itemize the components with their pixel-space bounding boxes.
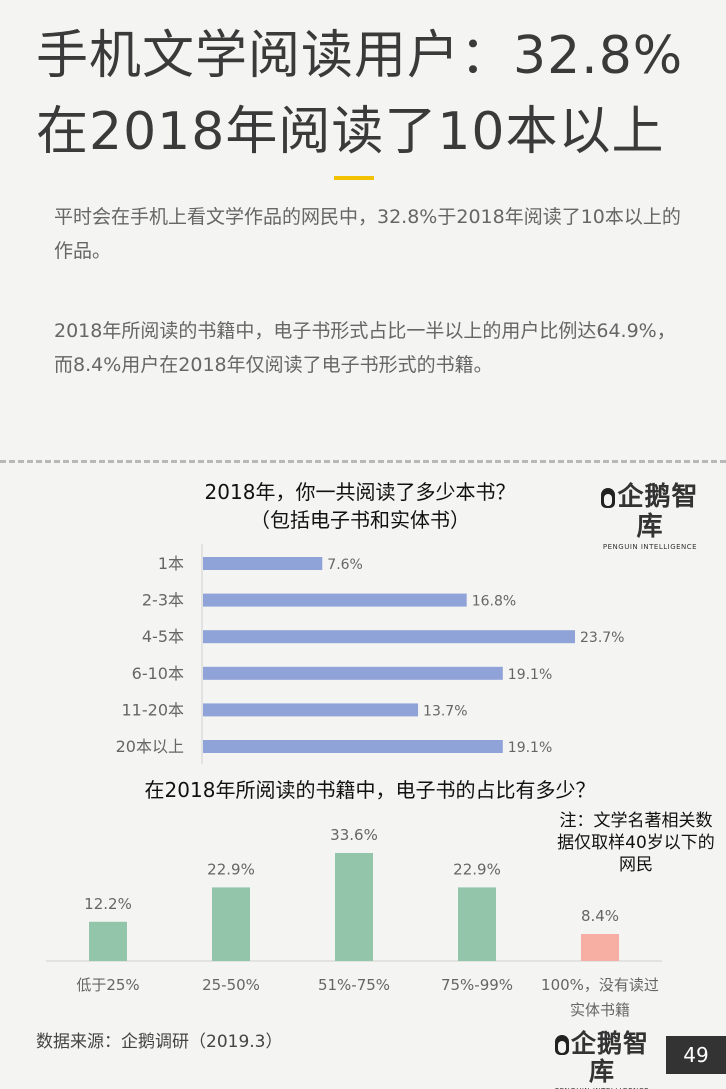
chart1-value-label: 19.1%: [508, 667, 552, 683]
chart1-title-line2: （包括电子书和实体书）: [250, 508, 470, 532]
chart2-category-label: 100%，没有读过: [541, 976, 659, 994]
chart1-bar: [203, 557, 323, 570]
sample-note: 注：文学名著相关数据仅取样40岁以下的网民: [557, 811, 715, 875]
chart1-category-label: 4-5本: [142, 627, 184, 646]
summary-paragraph-2: 2018年所阅读的书籍中，电子书形式占比一半以上的用户比例达64.9%，而8.4…: [54, 320, 676, 376]
chart1-category-label: 11-20本: [122, 700, 185, 719]
chart1-value-label: 23.7%: [580, 630, 624, 646]
chart1-category-label: 2-3本: [142, 591, 184, 610]
chart2-value-label: 33.6%: [330, 826, 378, 844]
chart2-category-label: 75%-99%: [441, 976, 513, 994]
chart1-bar: [203, 666, 503, 680]
chart2-value-label: 22.9%: [207, 860, 255, 878]
chart1-bar: [203, 593, 467, 607]
penguin-icon: [601, 488, 616, 508]
chart2-title: 在2018年所阅读的书籍中，电子书的占比有多少？: [144, 778, 596, 802]
chart2-bar: [212, 887, 250, 961]
penguin-logo: 企鹅智库 PENGUIN INTELLIGENCE: [592, 482, 708, 552]
summary-paragraph-1: 平时会在手机上看文学作品的网民中，32.8%于2018年阅读了10本以上的作品。: [54, 206, 681, 262]
chart1-title-line1: 2018年，你一共阅读了多少本书？: [204, 480, 516, 504]
chart1-value-label: 19.1%: [508, 740, 552, 756]
chart1-category-label: 20本以上: [116, 737, 184, 756]
page-number: 49: [666, 1036, 726, 1074]
chart2-category-label: 51%-75%: [318, 976, 390, 994]
chart2-value-label: 22.9%: [453, 860, 501, 878]
chart2-value-label: 8.4%: [581, 907, 619, 925]
chart1-category-label: 1本: [158, 554, 184, 573]
chart1-value-label: 16.8%: [472, 594, 516, 610]
title-accent-bar: [334, 176, 374, 180]
chart1-bar: [203, 703, 419, 717]
title-line-2: 在2018年阅读了10本以上: [36, 102, 665, 162]
chart1-category-label: 6-10本: [132, 664, 184, 683]
chart1-title: 2018年，你一共阅读了多少本书？ （包括电子书和实体书）: [120, 478, 600, 534]
logo-text: 企鹅智库: [570, 1029, 649, 1086]
chart2-bar: [335, 853, 373, 961]
chart1-bar: [203, 740, 503, 753]
chart1-bar: [203, 630, 575, 644]
logo-subtext: PENGUIN INTELLIGENCE: [544, 1086, 660, 1089]
chart2-bar: [458, 887, 496, 961]
data-source: 数据来源：企鹅调研（2019.3）: [36, 1032, 283, 1052]
chart2-category-label: 实体书籍: [570, 1001, 630, 1019]
chart1-value-label: 7.6%: [327, 557, 363, 573]
chart2-value-label: 12.2%: [84, 895, 132, 913]
chart2-category-label: 低于25%: [76, 976, 139, 994]
section-divider: [0, 460, 726, 463]
logo-text: 企鹅智库: [617, 482, 699, 542]
penguin-logo-footer: 企鹅智库 PENGUIN INTELLIGENCE: [544, 1030, 660, 1089]
logo-subtext: PENGUIN INTELLIGENCE: [602, 543, 698, 551]
penguin-icon: [554, 1035, 569, 1055]
chart2-bar: [89, 921, 127, 961]
page-title: 手机文学阅读用户：32.8% 在2018年阅读了10本以上: [36, 18, 683, 170]
title-line-1: 手机文学阅读用户：32.8%: [36, 26, 684, 86]
chart2-bar: [581, 934, 619, 961]
chart2-category-label: 25-50%: [202, 976, 260, 994]
chart1-value-label: 13.7%: [423, 703, 467, 719]
